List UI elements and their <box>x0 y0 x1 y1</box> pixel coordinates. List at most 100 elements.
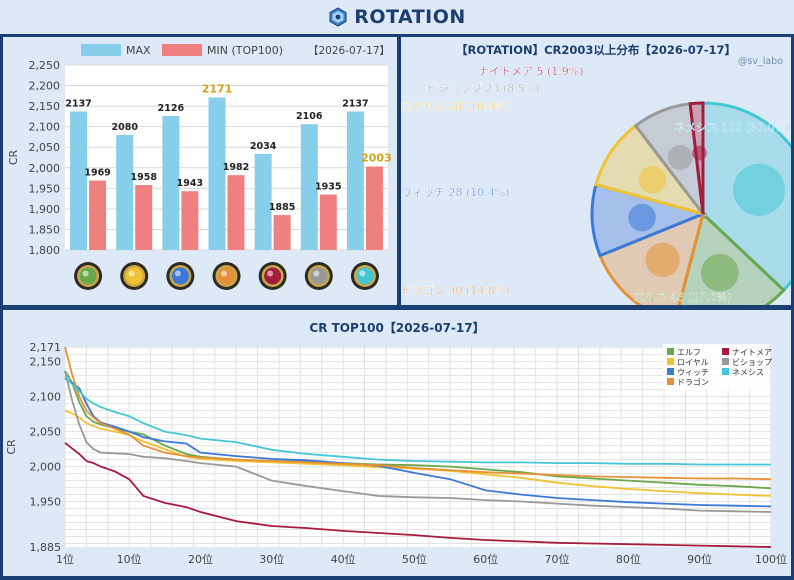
max-bar <box>208 97 226 250</box>
header-bar: ROTATION <box>0 0 794 34</box>
bar-chart-panel: MAX MIN (TOP100) 【2026-07-17】 1,800 1,850… <box>3 37 397 305</box>
line-y-tick-label: 1,950 <box>30 496 62 509</box>
pie-slice-label: ネメシス 100 (37.0%) <box>674 121 790 134</box>
dragon-icon <box>212 262 241 290</box>
pie-slice-art <box>700 253 739 292</box>
bar-y-tick-label: 2,200 <box>29 80 61 93</box>
class-icon-shine <box>313 270 320 277</box>
line-legend-label: ネメシス <box>732 368 764 377</box>
min-bar-value-label: 1885 <box>269 202 295 213</box>
max-bar-value-label: 2106 <box>296 111 323 122</box>
line-legend-swatch <box>667 348 674 355</box>
pie-slice-art <box>692 145 707 161</box>
watermark: @sv_labo <box>738 56 783 67</box>
line-y-axis-label: CR <box>5 439 18 455</box>
class-icon-shine <box>174 270 181 277</box>
pie-slice-label: ドラゴン 40 (14.8%) <box>401 283 510 297</box>
class-icon-core <box>356 267 374 285</box>
line-x-tick-label: 60位 <box>473 552 498 566</box>
line-plot-area <box>65 347 771 547</box>
max-bar-value-label: 2171 <box>202 82 233 95</box>
line-x-tick-label: 90位 <box>687 552 712 566</box>
nemesis-icon <box>304 262 333 290</box>
line-legend-swatch <box>667 378 674 385</box>
class-icon-shine <box>128 270 135 277</box>
line-legend-label: ナイトメア <box>732 348 772 357</box>
line-y-tick-label: 2,150 <box>30 356 62 369</box>
min-bar-value-label: 1935 <box>315 182 341 193</box>
line-legend-label: エルフ <box>677 348 701 357</box>
line-series-path <box>64 376 771 466</box>
max-bar-value-label: 2137 <box>342 98 368 109</box>
line-x-tick-label: 30位 <box>259 552 284 566</box>
line-x-tick-label: 100位 <box>755 552 787 566</box>
class-icon-shine <box>82 270 89 277</box>
pie-chart-panel: 【ROTATION】CR2003以上分布【2026-07-17】 @sv_lab… <box>401 37 794 327</box>
line-legend-label: ドラゴン <box>677 377 709 387</box>
line-chart: CR TOP100【2026-07-17】 1,885 1,950 2,000 2,0… <box>5 320 787 566</box>
page-title: ROTATION <box>354 6 466 28</box>
min-bar <box>135 185 153 250</box>
line-legend-swatch <box>722 368 729 375</box>
pie-slice-art <box>667 144 693 170</box>
witch-icon <box>166 262 195 290</box>
bar-y-tick-label: 2,250 <box>29 59 61 72</box>
legend-min-label: MIN (TOP100) <box>207 44 283 57</box>
pie-slice-art <box>628 203 656 232</box>
pie-title: 【ROTATION】CR2003以上分布【2026-07-17】 <box>456 43 736 57</box>
min-bar <box>365 166 383 250</box>
min-bar <box>227 175 245 250</box>
line-legend-swatch <box>667 358 674 365</box>
max-bar-value-label: 2137 <box>65 98 91 109</box>
line-x-tick-label: 70位 <box>545 552 570 566</box>
line-title: CR TOP100【2026-07-17】 <box>309 320 484 335</box>
line-legend-swatch <box>722 348 729 355</box>
max-bar-value-label: 2034 <box>250 141 277 152</box>
line-series-path <box>64 346 772 481</box>
legend-date: 【2026-07-17】 <box>308 45 390 57</box>
line-series-path <box>64 370 772 513</box>
royal-icon <box>120 262 149 290</box>
pie-slice-label: ビショップ 23 (8.5%) <box>427 82 540 95</box>
class-icon-core <box>125 267 143 285</box>
max-bar <box>70 111 88 250</box>
line-legend-label: ビショップ <box>732 358 772 367</box>
bar-y-tick-label: 2,000 <box>29 162 61 175</box>
line-y-tick-label: 2,171 <box>30 341 62 354</box>
line-y-tick-label: 2,100 <box>30 391 62 404</box>
class-icon-shine <box>359 270 366 277</box>
line-series-path <box>64 442 772 548</box>
bar-legend: MAX MIN (TOP100) 【2026-07-17】 <box>81 44 390 57</box>
pie-slice-label: エルフ 46 (17.0%) <box>634 291 732 304</box>
min-bar-value-label: 2003 <box>361 152 392 165</box>
nightmare-icon <box>258 262 287 290</box>
line-y-tick-label: 2,000 <box>30 461 62 474</box>
line-series-path <box>64 409 772 497</box>
max-bar <box>254 153 272 250</box>
pie-slice-art <box>645 242 680 278</box>
bar-y-axis-label: CR <box>7 149 20 165</box>
title-wrap: ROTATION <box>0 0 794 34</box>
min-bar <box>273 215 291 250</box>
min-bar <box>89 180 107 250</box>
min-bar-value-label: 1958 <box>130 172 157 183</box>
bar-y-tick-label: 1,800 <box>29 244 61 257</box>
class-icon-core <box>79 267 97 285</box>
line-y-tick-label: 2,050 <box>30 426 62 439</box>
pie-slice-label: ロイヤル 28 (10.4%) <box>401 100 509 113</box>
bar-chart: MAX MIN (TOP100) 【2026-07-17】 1,800 1,850… <box>7 44 392 290</box>
line-legend-swatch <box>667 368 674 375</box>
pie-slice-art <box>733 163 786 216</box>
line-x-tick-label: 80位 <box>616 552 641 566</box>
legend-max-swatch <box>81 44 121 56</box>
bar-y-tick-label: 2,100 <box>29 121 61 134</box>
rotation-format-icon <box>329 7 347 27</box>
min-bar-value-label: 1969 <box>84 168 110 179</box>
line-legend-label: ロイヤル <box>677 358 709 367</box>
pie-slice-label: ウィッチ 28 (10.4%) <box>401 186 510 199</box>
max-bar-value-label: 2126 <box>158 103 185 114</box>
max-bar <box>116 134 134 250</box>
line-legend-label: ウィッチ <box>677 368 709 377</box>
bar-y-tick-label: 2,050 <box>29 141 61 154</box>
line-x-tick-label: 20位 <box>188 552 213 566</box>
